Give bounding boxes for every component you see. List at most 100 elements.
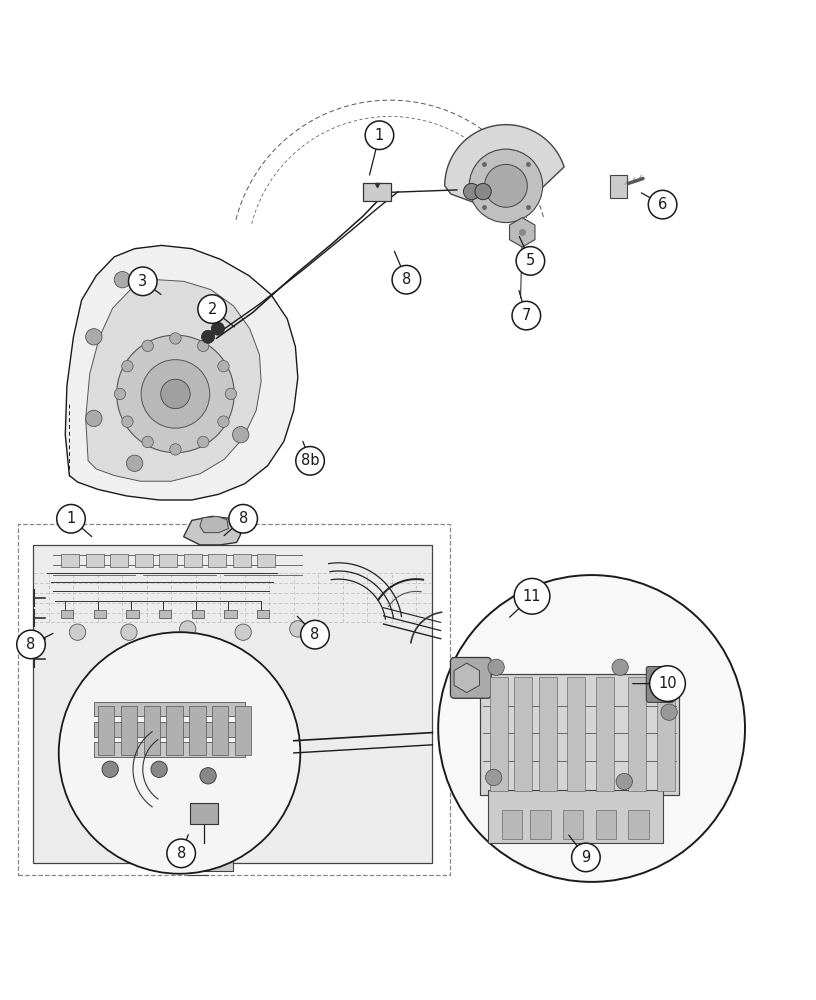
- Text: 8: 8: [401, 272, 411, 287]
- Bar: [189, 706, 206, 755]
- Circle shape: [122, 360, 133, 372]
- Bar: [110, 554, 128, 567]
- Polygon shape: [163, 861, 233, 871]
- Bar: [166, 706, 183, 755]
- Circle shape: [142, 340, 153, 352]
- Bar: [94, 610, 106, 618]
- Circle shape: [197, 436, 209, 448]
- Bar: [567, 677, 585, 791]
- Text: 8: 8: [238, 511, 248, 526]
- Text: 6: 6: [658, 197, 667, 212]
- Bar: [192, 610, 204, 618]
- Polygon shape: [65, 245, 298, 500]
- Circle shape: [228, 504, 257, 533]
- Text: 8: 8: [176, 846, 186, 861]
- Circle shape: [86, 329, 102, 345]
- Bar: [61, 554, 79, 567]
- Circle shape: [141, 360, 210, 428]
- Circle shape: [161, 379, 190, 409]
- Circle shape: [438, 575, 745, 882]
- Bar: [184, 554, 202, 567]
- Circle shape: [121, 624, 137, 640]
- Circle shape: [649, 190, 677, 219]
- Circle shape: [301, 620, 329, 649]
- Circle shape: [114, 272, 131, 288]
- Circle shape: [661, 704, 677, 720]
- Bar: [235, 706, 251, 755]
- FancyBboxPatch shape: [488, 790, 663, 843]
- Text: 8: 8: [310, 627, 320, 642]
- FancyBboxPatch shape: [363, 183, 391, 201]
- Circle shape: [69, 624, 86, 640]
- Bar: [98, 706, 114, 755]
- Circle shape: [197, 340, 209, 352]
- Text: 2: 2: [207, 302, 217, 317]
- Circle shape: [512, 301, 540, 330]
- Bar: [159, 610, 171, 618]
- Circle shape: [142, 436, 153, 448]
- Circle shape: [235, 624, 251, 640]
- Circle shape: [218, 360, 229, 372]
- Circle shape: [571, 843, 600, 872]
- Circle shape: [514, 578, 550, 614]
- Circle shape: [295, 447, 325, 475]
- Circle shape: [170, 333, 181, 344]
- Bar: [596, 810, 616, 839]
- Circle shape: [392, 265, 421, 294]
- Circle shape: [516, 247, 545, 275]
- Circle shape: [86, 410, 102, 427]
- Circle shape: [200, 768, 216, 784]
- Bar: [502, 810, 522, 839]
- Circle shape: [56, 504, 85, 533]
- Circle shape: [180, 621, 196, 637]
- Polygon shape: [445, 125, 564, 216]
- FancyBboxPatch shape: [450, 657, 491, 698]
- Bar: [514, 677, 532, 791]
- Circle shape: [170, 444, 181, 455]
- Bar: [233, 554, 251, 567]
- FancyBboxPatch shape: [480, 674, 679, 795]
- Bar: [212, 706, 228, 755]
- Circle shape: [486, 769, 502, 786]
- FancyBboxPatch shape: [190, 803, 218, 824]
- Polygon shape: [200, 516, 228, 533]
- Circle shape: [211, 322, 224, 335]
- Text: 11: 11: [523, 589, 541, 604]
- FancyBboxPatch shape: [610, 175, 627, 198]
- Circle shape: [59, 632, 300, 874]
- Bar: [126, 610, 139, 618]
- Circle shape: [151, 761, 167, 777]
- Circle shape: [114, 388, 126, 400]
- Circle shape: [612, 659, 628, 675]
- Bar: [121, 706, 137, 755]
- Circle shape: [365, 121, 394, 150]
- Circle shape: [488, 659, 504, 675]
- Text: 10: 10: [659, 676, 676, 691]
- Polygon shape: [86, 280, 261, 481]
- Bar: [135, 554, 153, 567]
- Circle shape: [16, 630, 45, 659]
- Bar: [628, 810, 649, 839]
- Circle shape: [218, 416, 229, 427]
- Bar: [94, 742, 245, 757]
- Bar: [61, 610, 73, 618]
- Bar: [596, 677, 614, 791]
- Circle shape: [117, 335, 234, 453]
- Text: 9: 9: [581, 850, 591, 865]
- FancyBboxPatch shape: [33, 545, 432, 863]
- Circle shape: [463, 183, 480, 200]
- Circle shape: [485, 164, 527, 207]
- Circle shape: [225, 388, 237, 400]
- Bar: [94, 702, 245, 716]
- Circle shape: [616, 773, 632, 790]
- Circle shape: [650, 666, 685, 701]
- Circle shape: [128, 267, 157, 296]
- Text: 1: 1: [375, 128, 384, 143]
- Bar: [490, 677, 508, 791]
- Bar: [657, 677, 675, 791]
- Bar: [159, 554, 177, 567]
- Text: 8b: 8b: [301, 453, 319, 468]
- Circle shape: [661, 680, 677, 696]
- Text: 1: 1: [66, 511, 76, 526]
- Circle shape: [233, 427, 249, 443]
